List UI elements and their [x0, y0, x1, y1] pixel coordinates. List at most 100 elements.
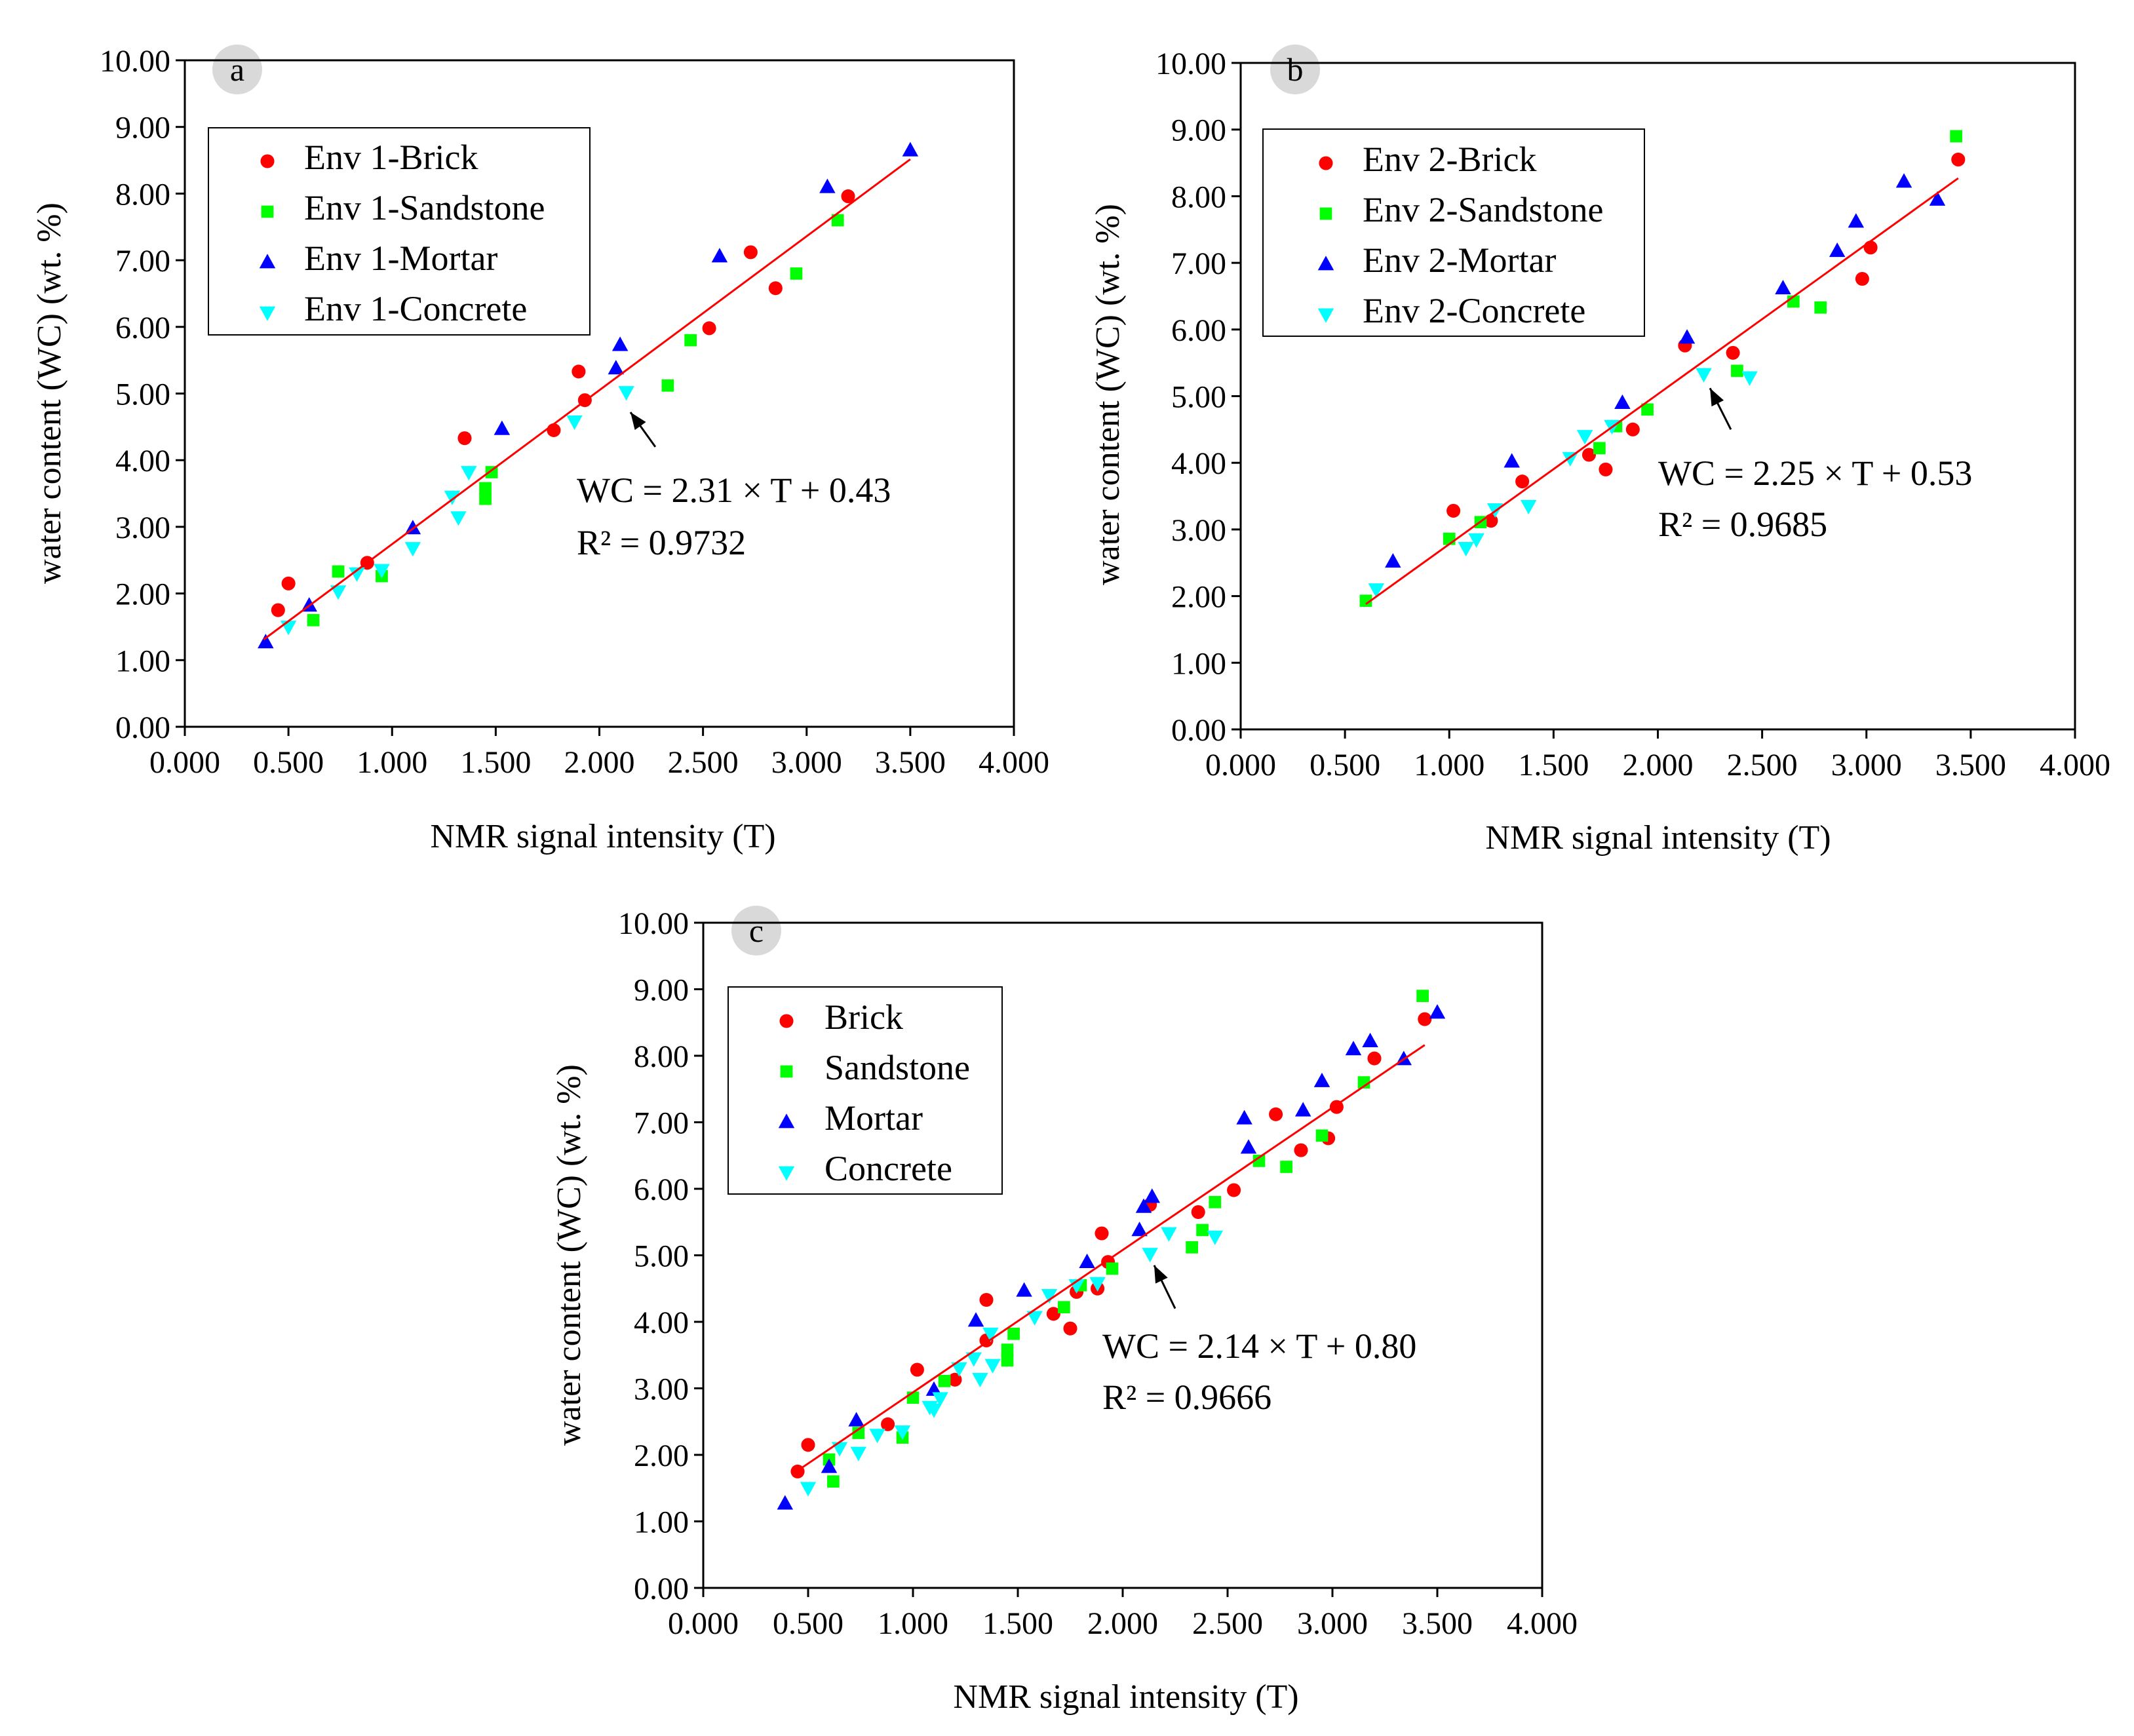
data-point-concrete: [1696, 368, 1712, 383]
data-point-mortar: [1135, 1198, 1152, 1213]
legend-label-sandstone: Env 2-Sandstone: [1363, 190, 1603, 229]
x-tick-label: 0.500: [773, 1606, 844, 1641]
data-point-concrete: [1161, 1227, 1177, 1242]
y-axis-title: water content (WC) (wt. %): [31, 203, 68, 584]
y-tick-label: 1.00: [115, 644, 170, 678]
data-point-brick: [881, 1417, 895, 1431]
y-axis-title: water content (WC) (wt. %): [1089, 204, 1127, 585]
data-point-concrete: [1576, 430, 1593, 445]
y-tick-label: 6.00: [634, 1172, 689, 1207]
panel-label: c: [749, 912, 764, 949]
x-tick-label: 1.000: [1414, 748, 1484, 782]
data-point-concrete: [984, 1359, 1001, 1374]
y-tick-label: 2.00: [1171, 580, 1226, 615]
legend-symbols: [259, 154, 276, 321]
y-tick-label: 6.00: [115, 311, 170, 345]
legend-label-sandstone: Env 1-Sandstone: [304, 188, 545, 227]
data-point-brick: [979, 1292, 994, 1307]
y-tick-label: 6.00: [1171, 313, 1226, 348]
data-point-mortar: [1385, 552, 1401, 568]
panel-label: b: [1287, 51, 1304, 88]
data-point-mortar: [821, 1458, 838, 1473]
x-axis-title: NMR signal intensity (T): [430, 818, 775, 855]
data-point-concrete: [1468, 533, 1484, 548]
x-tick-label: 2.500: [668, 745, 739, 780]
data-point-brick: [1191, 1205, 1205, 1220]
y-tick-label: 4.00: [115, 444, 170, 478]
data-point-sandstone: [1209, 1195, 1222, 1208]
data-point-mortar: [819, 178, 836, 193]
data-point-mortar: [711, 248, 728, 263]
panel-b: b 0.000 0.500 1.000 1.500 2.000 2.500 3.000 3.5…: [1089, 45, 2110, 857]
fit-equation: WC = 2.25 × T + 0.53: [1658, 453, 1972, 493]
data-point-sandstone: [479, 482, 492, 495]
data-point-sandstone: [479, 492, 492, 505]
y-tick-label: 2.00: [634, 1438, 689, 1473]
x-tick-label: 2.000: [564, 745, 635, 780]
legend: Env 2-Brick Env 2-Sandstone Env 2-Mortar…: [1262, 128, 1645, 337]
data-point-concrete: [1041, 1289, 1058, 1304]
data-point-concrete: [444, 490, 461, 505]
data-point-sandstone: [790, 267, 803, 280]
x-axis-ticks: 0.000 0.500 1.000 1.500 2.000 2.500 3.000 3.500…: [1205, 729, 2110, 782]
legend-symbol-concrete: [778, 1166, 795, 1181]
y-axis-ticks: 0.00 1.00 2.00 3.00 4.00 5.00 6.00 7.00 8.00 9.00…: [100, 44, 185, 745]
data-point-brick: [1294, 1143, 1308, 1157]
data-point-concrete: [450, 511, 467, 526]
x-tick-label: 0.000: [1205, 748, 1276, 782]
x-axis-ticks: 0.000 0.500 1.000 1.500 2.000 2.500 3.000 3.500…: [668, 1588, 1578, 1641]
legend-label-concrete: Concrete: [824, 1149, 952, 1188]
data-point-mortar: [1345, 1041, 1362, 1056]
data-point-concrete: [894, 1425, 911, 1440]
annotation-arrowhead: [630, 412, 646, 431]
fit-line: [263, 158, 911, 641]
fit-equation: WC = 2.14 × T + 0.80: [1102, 1326, 1416, 1366]
panel-badge: a: [212, 45, 262, 94]
legend-symbol-brick: [779, 1014, 794, 1028]
data-point-sandstone: [1357, 1076, 1370, 1089]
legend-symbols: [778, 1014, 795, 1181]
data-point-sandstone: [1001, 1354, 1014, 1367]
legend-label-mortar: Env 1-Mortar: [304, 239, 497, 278]
y-axis-ticks: 0.00 1.00 2.00 3.00 4.00 5.00 6.00 7.00 8.00 9.00…: [618, 906, 703, 1606]
data-point-mortar: [611, 336, 629, 351]
annotation-arrowhead: [1154, 1265, 1168, 1284]
data-point-mortar: [1895, 173, 1912, 188]
data-point-mortar: [777, 1495, 794, 1510]
data-point-mortar: [1504, 453, 1520, 468]
legend-symbol-concrete: [259, 306, 276, 321]
data-point-concrete: [330, 585, 347, 600]
data-point-brick: [1063, 1321, 1077, 1336]
x-tick-label: 4.000: [1507, 1606, 1578, 1641]
y-tick-label: 8.00: [1171, 180, 1226, 214]
data-point-sandstone: [1280, 1161, 1292, 1173]
fit-line: [1365, 177, 1959, 606]
data-point-mortar: [1429, 1004, 1446, 1019]
x-tick-label: 3.500: [1935, 748, 2006, 782]
data-point-brick: [1951, 152, 1966, 167]
x-tick-label: 3.000: [1831, 748, 1902, 782]
data-point-mortar: [1144, 1188, 1161, 1203]
y-tick-label: 5.00: [1171, 380, 1226, 415]
legend-label-concrete: Env 2-Concrete: [1363, 291, 1585, 330]
data-point-brick: [1599, 462, 1613, 476]
data-point-sandstone: [661, 379, 674, 392]
y-tick-label: 1.00: [1171, 646, 1226, 681]
data-point-brick: [572, 364, 586, 379]
data-point-sandstone: [1106, 1262, 1119, 1275]
data-point-brick: [910, 1362, 924, 1377]
data-point-brick: [801, 1438, 815, 1452]
data-point-sandstone: [1641, 403, 1654, 416]
x-tick-label: 2.500: [1192, 1606, 1263, 1641]
data-point-brick: [948, 1372, 962, 1387]
x-axis-title: NMR signal intensity (T): [953, 1678, 1298, 1716]
legend-label-concrete: Env 1-Concrete: [304, 289, 527, 328]
legend-box: [728, 986, 1003, 1195]
x-axis-title: NMR signal intensity (T): [1485, 819, 1831, 857]
data-point-sandstone: [938, 1374, 951, 1387]
legend-symbol-brick: [1319, 156, 1333, 170]
legend: Env 1-Brick Env 1-Sandstone Env 1-Mortar…: [208, 127, 591, 336]
data-point-sandstone: [1416, 990, 1429, 1002]
data-point-mortar: [1362, 1032, 1378, 1048]
data-point-mortar: [967, 1312, 984, 1327]
